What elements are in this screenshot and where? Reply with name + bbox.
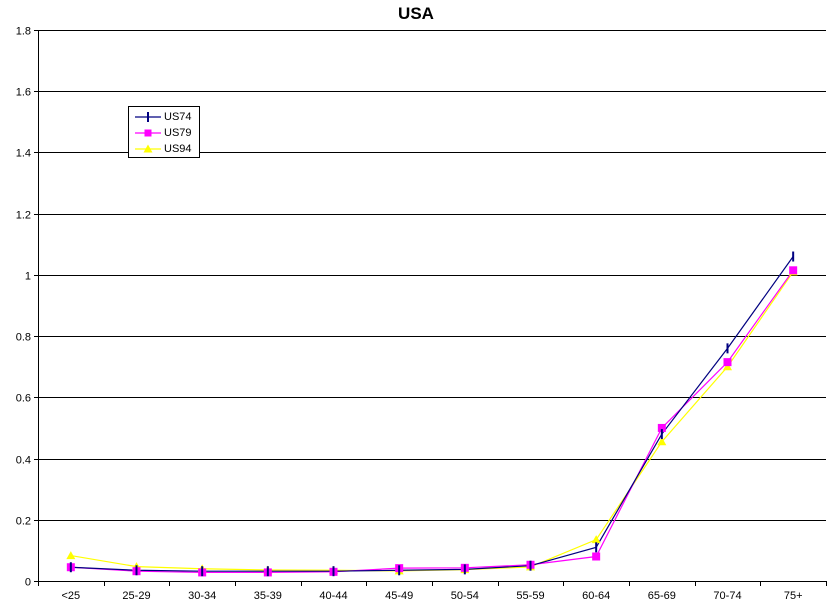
x-tick-label: 50-54: [451, 590, 479, 602]
legend-label: US94: [164, 142, 192, 156]
y-tick-label: 0.2: [16, 516, 31, 528]
legend-item: US79: [129, 125, 199, 141]
data-point: [66, 551, 75, 559]
data-point: [790, 267, 797, 274]
y-tick-label: 1: [25, 271, 31, 283]
legend-marker: [145, 130, 152, 137]
legend-item: US94: [129, 141, 199, 157]
data-point: [592, 535, 601, 543]
x-tick-label: 70-74: [713, 590, 741, 602]
legend-label: US79: [164, 126, 192, 140]
x-tick-label: 30-34: [188, 590, 216, 602]
x-tick-label: 35-39: [254, 590, 282, 602]
legend-swatch: [133, 141, 163, 157]
y-tick-label: 0.4: [16, 455, 31, 467]
x-tick-label: 25-29: [122, 590, 150, 602]
x-tick-label: 45-49: [385, 590, 413, 602]
x-tick-label: 40-44: [319, 590, 347, 602]
y-tick-label: 0.8: [16, 332, 31, 344]
series-line: [71, 257, 793, 572]
x-tick-label: 75+: [784, 590, 803, 602]
data-point: [593, 553, 600, 560]
y-tick-label: 0.6: [16, 393, 31, 405]
y-tick-label: 1.4: [16, 148, 31, 160]
x-tick-label: 65-69: [648, 590, 676, 602]
y-tick-label: 0: [25, 577, 31, 589]
series-line: [71, 272, 793, 571]
legend-swatch: [133, 125, 163, 141]
data-point: [724, 359, 731, 366]
x-tick-label: 60-64: [582, 590, 610, 602]
y-tick-label: 1.2: [16, 210, 31, 222]
y-tick-label: 1.8: [16, 26, 31, 38]
x-tick-label: <25: [61, 590, 80, 602]
legend-swatch: [133, 109, 163, 125]
y-tick-label: 1.6: [16, 87, 31, 99]
series-line: [71, 270, 793, 572]
legend-label: US74: [164, 110, 192, 124]
x-tick-label: 55-59: [516, 590, 544, 602]
legend: US74 US79 US94: [128, 106, 200, 158]
legend-item: US74: [129, 109, 199, 125]
